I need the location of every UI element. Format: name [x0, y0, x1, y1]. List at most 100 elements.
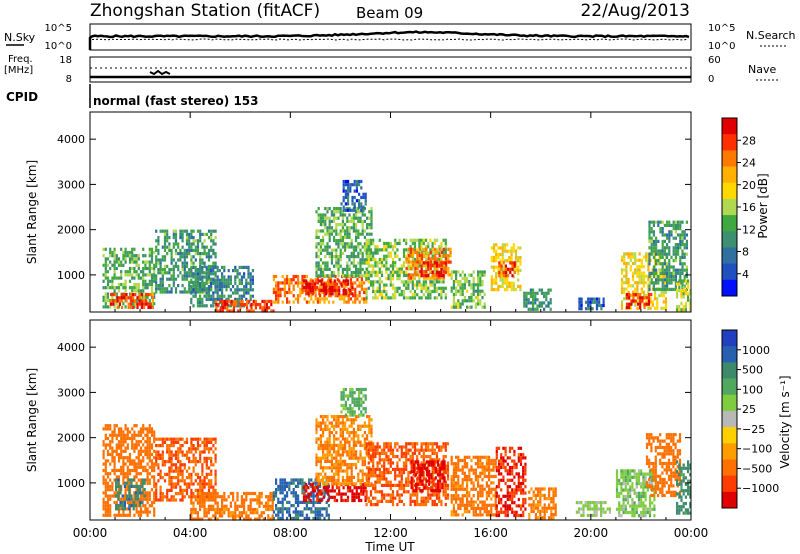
power-cell: [345, 300, 348, 304]
velocity-cell: [330, 424, 333, 428]
power-cell: [149, 302, 152, 306]
power-cell: [625, 296, 629, 300]
power-cell: [584, 307, 588, 311]
power-cell: [438, 254, 441, 258]
velocity-cell: [122, 456, 125, 460]
power-cell: [620, 290, 624, 294]
velocity-cell: [113, 491, 116, 495]
power-cell: [216, 285, 219, 289]
power-cell: [313, 285, 317, 289]
velocity-cell: [159, 444, 162, 448]
velocity-cell: [126, 475, 129, 479]
power-cell: [389, 273, 392, 278]
velocity-cell: [179, 479, 182, 483]
power-cell: [420, 254, 424, 258]
power-cell: [422, 286, 425, 290]
power-cell: [333, 248, 336, 252]
velocity-cell: [157, 498, 160, 502]
velocity-cell: [130, 504, 133, 508]
power-cell: [214, 285, 217, 289]
velocity-cell: [322, 434, 325, 438]
velocity-cell: [352, 475, 355, 479]
power-cell: [183, 287, 186, 291]
velocity-cell: [327, 516, 330, 520]
power-cell: [638, 271, 641, 275]
velocity-cell: [210, 507, 213, 512]
power-cell: [194, 272, 197, 276]
velocity-cell: [360, 492, 363, 496]
power-cell: [305, 289, 308, 293]
power-cell: [450, 286, 453, 290]
power-cell: [168, 245, 171, 249]
power-cell: [111, 282, 114, 287]
power-cell: [631, 284, 635, 288]
power-cell: [366, 216, 369, 220]
power-cell: [504, 274, 507, 278]
power-cell: [492, 281, 496, 285]
power-cell: [315, 245, 318, 249]
power-cell: [422, 251, 425, 255]
power-cell: [157, 248, 160, 252]
power-cell: [433, 286, 436, 290]
power-cell: [163, 232, 167, 236]
power-cell: [666, 268, 669, 272]
power-cell: [438, 260, 441, 264]
power-cell: [359, 267, 362, 271]
velocity-cell: [308, 497, 311, 501]
power-cell: [330, 281, 333, 285]
velocity-cell: [203, 495, 206, 499]
power-cell: [391, 264, 395, 268]
velocity-cell: [337, 459, 340, 463]
power-cell: [309, 289, 312, 293]
power-cell: [429, 260, 432, 264]
velocity-cell: [155, 460, 158, 464]
power-cell: [325, 297, 328, 301]
power-cell: [640, 290, 643, 294]
power-cell: [341, 229, 344, 233]
power-cell: [347, 186, 350, 190]
velocity-cell: [106, 507, 110, 511]
velocity-cell: [199, 456, 202, 460]
power-cell: [319, 242, 322, 246]
power-cell: [157, 258, 160, 262]
velocity-cell: [340, 492, 343, 496]
velocity-cell: [135, 443, 138, 447]
power-cell: [316, 287, 319, 291]
velocity-cell: [335, 472, 338, 476]
power-cell: [650, 220, 653, 224]
power-cell: [243, 285, 246, 289]
power-cell: [433, 238, 436, 242]
power-cell: [311, 282, 314, 286]
power-cell: [418, 283, 421, 287]
power-cell: [636, 265, 639, 269]
power-cell: [653, 297, 657, 301]
velocity-cell: [328, 421, 331, 425]
velocity-cell: [115, 488, 118, 492]
power-cell: [112, 293, 115, 297]
velocity-cell: [210, 485, 213, 489]
velocity-cell: [102, 504, 105, 508]
power-cell: [334, 274, 337, 279]
power-cell: [657, 252, 660, 256]
velocity-cell: [192, 482, 195, 486]
velocity-cell: [240, 501, 243, 505]
power-cell: [672, 252, 675, 256]
velocity-cell: [355, 466, 358, 470]
power-cell: [210, 278, 213, 282]
power-cell: [102, 286, 105, 290]
velocity-cell: [106, 424, 110, 428]
velocity-cell: [115, 507, 118, 511]
power-cell: [670, 281, 673, 285]
power-cell: [343, 294, 346, 298]
velocity-cell: [316, 500, 319, 504]
power-cell: [329, 279, 332, 283]
power-cell: [326, 264, 329, 268]
power-cell: [374, 264, 377, 268]
power-cell: [661, 268, 664, 272]
power-cell: [352, 274, 355, 278]
power-cell: [216, 275, 219, 279]
power-cell: [344, 245, 347, 249]
velocity-cell: [344, 492, 347, 496]
power-cell: [341, 245, 344, 249]
